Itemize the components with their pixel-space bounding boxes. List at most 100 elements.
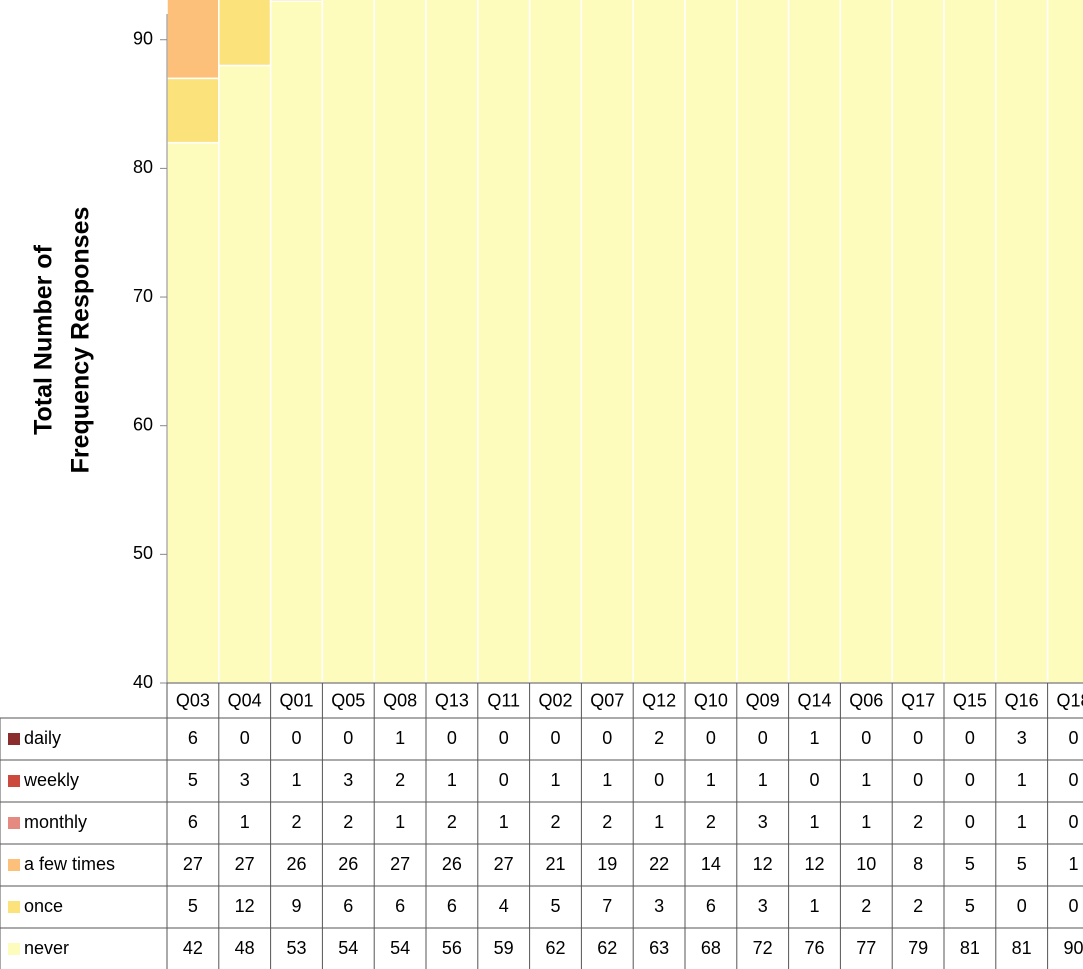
legend-swatch: [8, 733, 20, 745]
table-cell: 10: [856, 854, 876, 874]
table-cell: 3: [343, 770, 353, 790]
x-tick-label: Q04: [228, 690, 262, 710]
table-cell: 0: [913, 728, 923, 748]
x-tick-label: Q16: [1005, 690, 1039, 710]
bar-segment: [166, 0, 220, 80]
x-tick-label: Q12: [642, 690, 676, 710]
bar-segment: [425, 0, 479, 684]
table-cell: 26: [442, 854, 462, 874]
x-tick-label: Q17: [901, 690, 935, 710]
table-cell: 81: [960, 938, 980, 958]
table-cell: 5: [965, 896, 975, 916]
bar-segment: [528, 0, 583, 684]
table-cell: 54: [338, 938, 358, 958]
table-cell: 6: [343, 896, 353, 916]
table-cell: 72: [753, 938, 773, 958]
table-cell: 1: [706, 770, 716, 790]
table-cell: 1: [395, 728, 405, 748]
x-tick-label: Q15: [953, 690, 987, 710]
table-cell: 27: [494, 854, 514, 874]
table-cell: 0: [499, 728, 509, 748]
bar-segment: [373, 0, 427, 684]
table-cell: 77: [856, 938, 876, 958]
x-tick-label: Q03: [176, 690, 210, 710]
bar-segment: [477, 0, 531, 684]
table-cell: 76: [804, 938, 824, 958]
legend-swatch: [8, 859, 20, 871]
table-cell: 2: [291, 812, 301, 832]
bar-segment: [1046, 0, 1083, 684]
table-cell: 5: [550, 896, 560, 916]
table-cell: 26: [286, 854, 306, 874]
table-cell: 1: [1068, 854, 1078, 874]
table-cell: 63: [649, 938, 669, 958]
x-tick-label: Q01: [279, 690, 313, 710]
table-cell: 5: [188, 770, 198, 790]
y-axis-label: Total Number of: [30, 244, 58, 434]
bar-segment: [891, 0, 945, 684]
bar-segment: [943, 0, 997, 684]
y-tick-label: 80: [133, 157, 153, 177]
table-cell: 6: [188, 728, 198, 748]
table-cell: 0: [499, 770, 509, 790]
table-cell: 0: [965, 770, 975, 790]
table-cell: 2: [913, 812, 923, 832]
bar-segment: [995, 0, 1049, 684]
x-tick-label: Q07: [590, 690, 624, 710]
table-cell: 1: [1017, 812, 1027, 832]
table-cell: 1: [861, 770, 871, 790]
table-cell: 0: [706, 728, 716, 748]
table-cell: 12: [235, 896, 255, 916]
table-cell: 68: [701, 938, 721, 958]
table-cell: 14: [701, 854, 721, 874]
table-cell: 1: [654, 812, 664, 832]
table-cell: 6: [395, 896, 405, 916]
legend-label: once: [24, 896, 63, 916]
table-cell: 1: [809, 728, 819, 748]
table-cell: 5: [188, 896, 198, 916]
table-cell: 1: [861, 812, 871, 832]
legend-swatch: [8, 775, 20, 787]
bar-segment: [787, 0, 842, 684]
table-cell: 54: [390, 938, 410, 958]
bar-segment: [218, 64, 272, 684]
table-cell: 56: [442, 938, 462, 958]
table-cell: 1: [1017, 770, 1027, 790]
table-cell: 0: [913, 770, 923, 790]
table-cell: 2: [550, 812, 560, 832]
table-cell: 2: [447, 812, 457, 832]
x-tick-label: Q10: [694, 690, 728, 710]
table-cell: 90: [1063, 938, 1083, 958]
table-cell: 0: [809, 770, 819, 790]
legend-label: never: [24, 938, 69, 958]
table-cell: 6: [706, 896, 716, 916]
table-cell: 62: [597, 938, 617, 958]
table-cell: 21: [545, 854, 565, 874]
table-cell: 1: [809, 896, 819, 916]
table-cell: 2: [861, 896, 871, 916]
legend-label: weekly: [23, 770, 79, 790]
table-cell: 1: [602, 770, 612, 790]
x-tick-label: Q14: [797, 690, 831, 710]
table-cell: 2: [913, 896, 923, 916]
table-cell: 0: [447, 728, 457, 748]
bar-segment: [736, 0, 790, 684]
x-tick-label: Q13: [435, 690, 469, 710]
bar-segment: [632, 0, 686, 684]
table-cell: 0: [343, 728, 353, 748]
table-cell: 0: [1068, 728, 1078, 748]
legend-label: monthly: [24, 812, 87, 832]
table-cell: 0: [1068, 770, 1078, 790]
table-cell: 5: [965, 854, 975, 874]
table-cell: 12: [804, 854, 824, 874]
table-cell: 27: [390, 854, 410, 874]
y-axis-label: Frequency Responses: [67, 207, 95, 474]
table-cell: 1: [758, 770, 768, 790]
table-cell: 6: [447, 896, 457, 916]
table-cell: 6: [188, 812, 198, 832]
table-cell: 1: [447, 770, 457, 790]
table-cell: 1: [809, 812, 819, 832]
bar-segment: [166, 141, 220, 684]
table-cell: 0: [965, 728, 975, 748]
x-tick-label: Q09: [746, 690, 780, 710]
